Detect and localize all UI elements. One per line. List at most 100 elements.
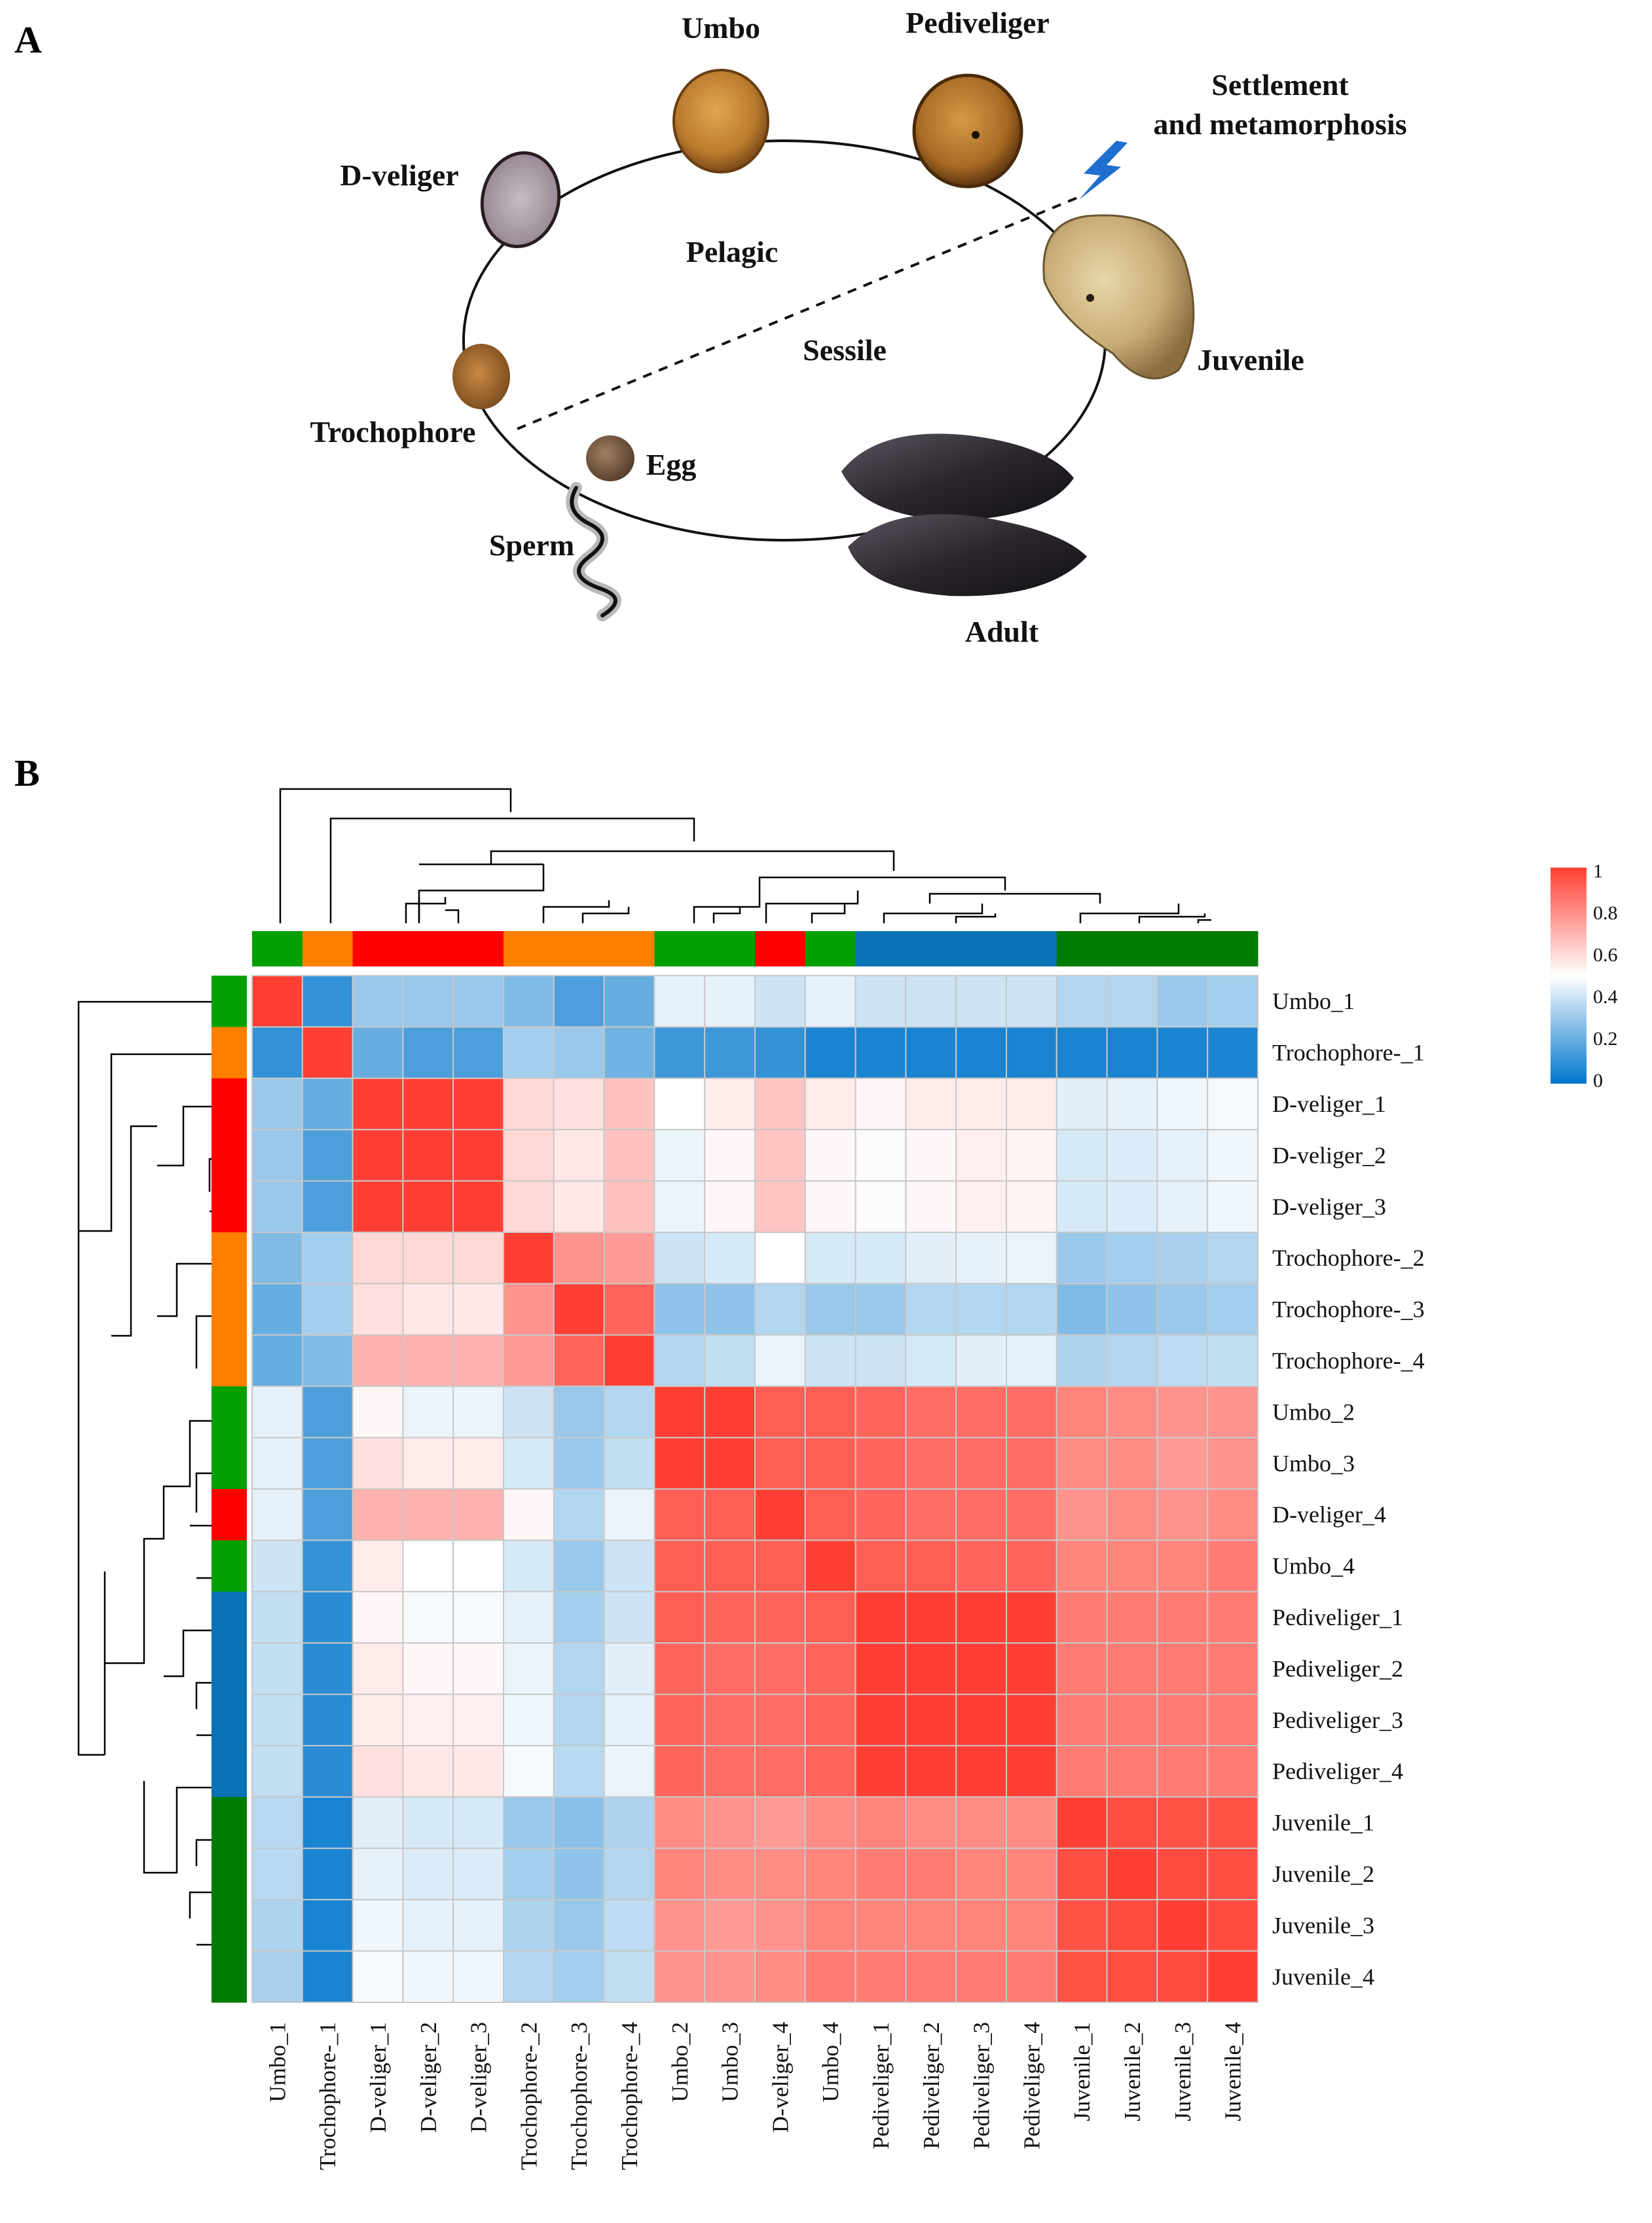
heatmap-cell xyxy=(804,1590,856,1644)
heatmap-cell xyxy=(1006,1488,1057,1541)
heatmap-cell xyxy=(754,1077,806,1131)
heatmap-cell xyxy=(452,1129,505,1182)
row-label: Pediveliger_3 xyxy=(1272,1707,1403,1733)
heatmap-cell xyxy=(1055,1026,1108,1079)
row-label: Trochophore-_4 xyxy=(1272,1348,1425,1374)
label-juvenile: Juvenile xyxy=(1197,343,1304,377)
top-group-color-cell xyxy=(805,931,856,966)
heatmap-cell xyxy=(352,1386,404,1439)
heatmap-cell xyxy=(251,1386,303,1439)
heatmap-cell xyxy=(352,1437,404,1490)
column-labels: Umbo_1 Trochophore-_1 D-veliger_1 D-veliger… xyxy=(265,2022,1245,2170)
heatmap-cell xyxy=(704,1283,756,1336)
heatmap-cell xyxy=(754,1232,806,1285)
heatmap-cell xyxy=(452,1437,505,1490)
umbo-larva-image xyxy=(672,69,769,174)
heatmap-cell xyxy=(704,1026,756,1079)
heatmap-cell xyxy=(603,1232,655,1285)
heatmap-cell xyxy=(503,1539,555,1592)
heatmap-cell xyxy=(1207,1539,1258,1592)
heatmap-cell xyxy=(804,1386,856,1439)
row-label: D-veliger_3 xyxy=(1272,1194,1386,1220)
heatmap-cell xyxy=(1106,1180,1158,1233)
heatmap-cell xyxy=(352,1796,404,1849)
heatmap-cell xyxy=(1207,1899,1258,1952)
heatmap-cell xyxy=(503,1180,555,1233)
heatmap-cell xyxy=(1055,975,1108,1028)
heatmap-cell xyxy=(452,1026,505,1079)
heatmap-cell xyxy=(854,1539,907,1592)
heatmap-cell xyxy=(1006,1180,1057,1233)
left-group-color-cell xyxy=(211,1078,247,1130)
heatmap-cell xyxy=(251,1539,303,1592)
left-group-color-cell xyxy=(211,976,247,1027)
heatmap-cell xyxy=(1207,1847,1258,1901)
row-label: Umbo_3 xyxy=(1272,1450,1355,1477)
heatmap-cell xyxy=(854,1180,907,1233)
heatmap-cell xyxy=(301,1283,354,1336)
row-label: Pediveliger_1 xyxy=(1272,1604,1403,1630)
heatmap-cell xyxy=(1106,1950,1158,2004)
heatmap-cell xyxy=(905,1334,957,1387)
heatmap-cell xyxy=(603,1437,655,1490)
heatmap-cell xyxy=(1055,1642,1108,1695)
heatmap-cell xyxy=(452,975,505,1028)
heatmap-cell xyxy=(1006,1026,1057,1079)
heatmap-cell xyxy=(352,975,404,1028)
heatmap-cell xyxy=(301,1077,354,1131)
heatmap-cell xyxy=(402,1334,454,1387)
heatmap-cell xyxy=(503,1334,555,1387)
heatmap-cell xyxy=(352,1488,404,1541)
heatmap-cell xyxy=(653,1283,706,1336)
heatmap-cell xyxy=(854,1693,907,1747)
d-veliger-larva-image xyxy=(480,151,561,248)
heatmap-cell xyxy=(955,1334,1007,1387)
heatmap-cell xyxy=(955,1386,1007,1439)
heatmap-cell xyxy=(603,1334,655,1387)
heatmap-cell xyxy=(704,975,756,1028)
heatmap-cell xyxy=(553,1334,605,1387)
heatmap-cell xyxy=(1207,1796,1258,1849)
row-label: D-veliger_2 xyxy=(1272,1142,1386,1168)
heatmap-cell xyxy=(352,1232,404,1285)
heatmap-cell xyxy=(653,1129,706,1182)
left-group-color-cell xyxy=(211,1181,247,1233)
heatmap-cell xyxy=(251,1488,303,1541)
heatmap-cell xyxy=(804,1026,856,1079)
heatmap-cell xyxy=(1207,1693,1258,1747)
label-trochophore: Trochophore xyxy=(310,415,475,449)
heatmap-cell xyxy=(955,1077,1007,1131)
left-group-color-cell xyxy=(211,1643,247,1695)
heatmap-cell xyxy=(452,1693,505,1747)
heatmap-cell xyxy=(804,1950,856,2004)
heatmap-cell xyxy=(955,1950,1007,2004)
heatmap-cell xyxy=(1207,1590,1258,1644)
heatmap-cell xyxy=(653,1488,706,1541)
heatmap-cell xyxy=(804,1283,856,1336)
heatmap-cell xyxy=(251,1026,303,1079)
legend-ticks: 1 0.8 0.6 0.4 0.2 0 xyxy=(1593,860,1618,1092)
heatmap-cell xyxy=(1207,975,1258,1028)
column-label: D-veliger_4 xyxy=(767,2022,793,2133)
heatmap-cell xyxy=(251,1334,303,1387)
left-group-color-cell xyxy=(211,1386,247,1439)
heatmap-cell xyxy=(1006,1129,1057,1182)
heatmap-cell xyxy=(1055,1847,1108,1901)
heatmap-cell xyxy=(854,1232,907,1285)
heatmap-cell xyxy=(653,1950,706,2004)
heatmap-cell xyxy=(452,1796,505,1849)
heatmap-cell xyxy=(251,1642,303,1695)
heatmap-cell xyxy=(503,1283,555,1336)
heatmap-cell xyxy=(1156,1437,1209,1490)
pelagic-sessile-divider xyxy=(517,195,1081,430)
heatmap-cell xyxy=(452,1590,505,1644)
heatmap-cell xyxy=(1207,1180,1258,1233)
heatmap-cell xyxy=(301,1488,354,1541)
label-sperm: Sperm xyxy=(489,528,574,562)
heatmap-cell xyxy=(1156,1693,1209,1747)
heatmap-cell xyxy=(1106,1693,1158,1747)
heatmap-cell xyxy=(603,1745,655,1798)
heatmap-cell xyxy=(804,1334,856,1387)
row-label: Umbo_4 xyxy=(1272,1553,1355,1579)
heatmap-cell xyxy=(553,1488,605,1541)
